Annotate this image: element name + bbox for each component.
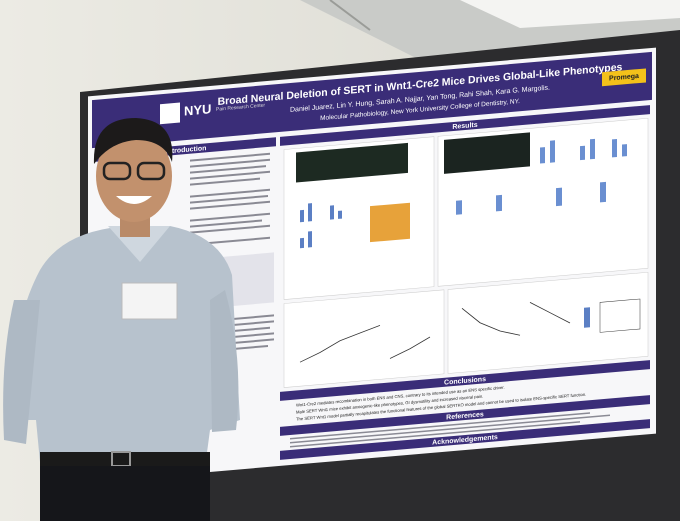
reference-text [290, 412, 610, 448]
chart-bars [300, 203, 342, 249]
results-panel [283, 289, 445, 388]
micrograph [296, 142, 408, 183]
left-arm [3, 300, 40, 444]
smile [116, 196, 152, 204]
ceiling-beam [329, 0, 371, 31]
section-bar [280, 105, 650, 146]
chart-bar [584, 307, 590, 328]
glasses [136, 161, 166, 181]
belt [40, 452, 210, 466]
section-title: References [446, 411, 484, 421]
chart-line [299, 324, 381, 363]
person [3, 118, 241, 521]
logo: NYU [184, 101, 211, 118]
section-bar [280, 419, 650, 460]
chart-line [529, 302, 571, 324]
nyu-emblem [160, 102, 180, 125]
pants [40, 466, 210, 521]
chart-frame [599, 298, 641, 333]
face [96, 130, 172, 222]
center: Pain Research Center [216, 103, 265, 113]
results-panel [447, 272, 649, 374]
micrograph [444, 132, 530, 174]
sponsor: Promega [609, 73, 639, 83]
sponsor-badge [602, 68, 646, 87]
right-arm [210, 290, 239, 432]
name-badge [121, 282, 178, 320]
chart-line [461, 307, 521, 336]
section-title: Results [452, 122, 477, 131]
poster-header [92, 51, 652, 149]
shirt [13, 226, 241, 462]
heatmap [370, 202, 410, 243]
chart-line [389, 336, 431, 359]
section-title: Conclusions [444, 376, 486, 387]
section-bar [280, 360, 650, 401]
section-bar [280, 395, 650, 436]
glasses [102, 161, 132, 181]
hair [93, 118, 173, 164]
ceiling-light [460, 0, 680, 28]
intro-text [190, 152, 274, 351]
chart-bars [456, 138, 627, 215]
section-title: Introduction [166, 145, 207, 155]
